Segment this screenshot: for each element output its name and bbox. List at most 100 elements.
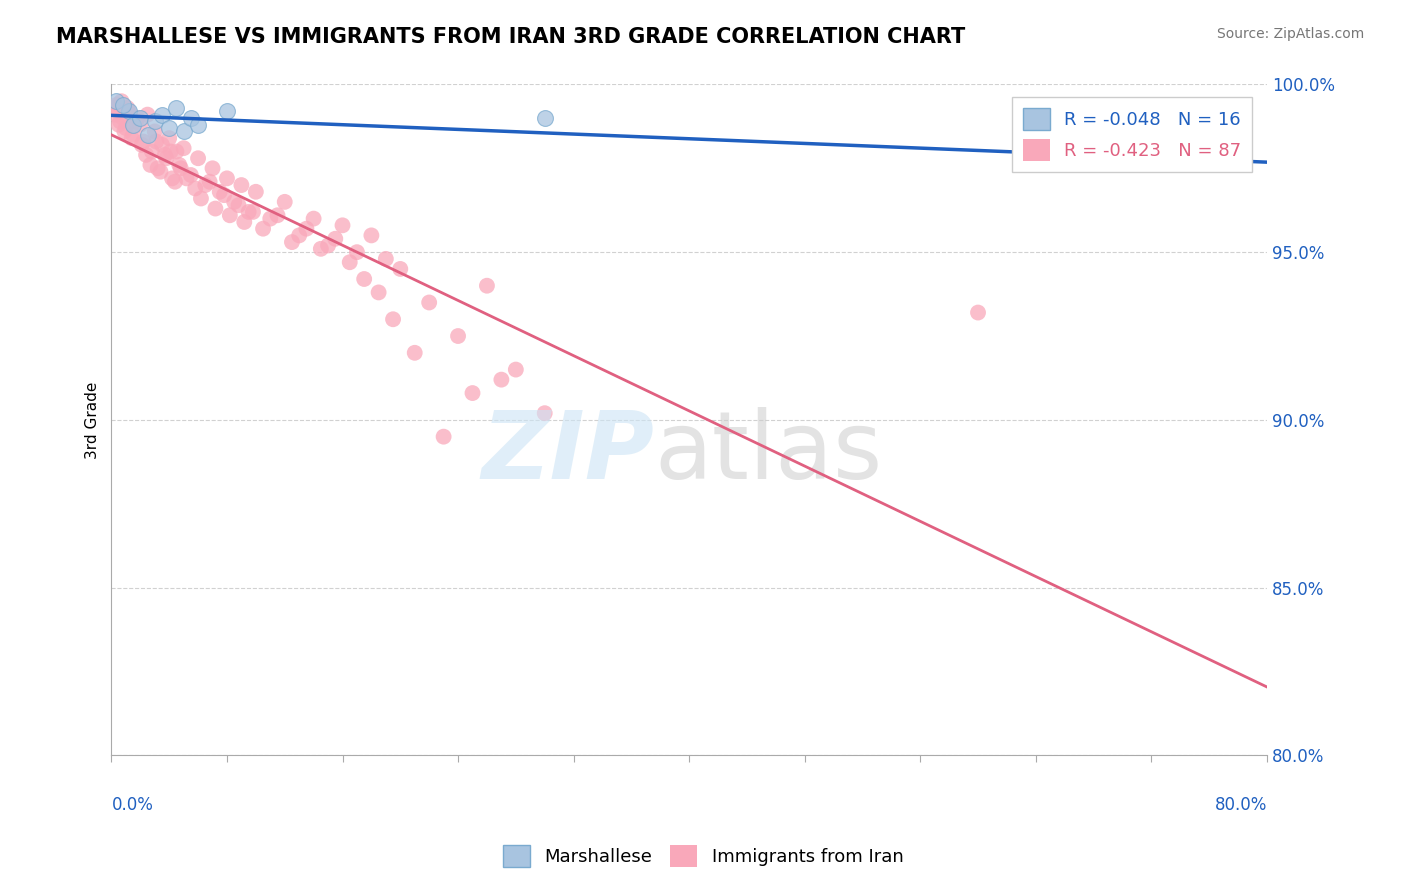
Point [339,255,361,269]
Point [309,242,332,256]
Point [150,108,173,122]
Y-axis label: 3rd Grade: 3rd Grade [86,381,100,458]
Point [112,124,135,138]
Point [215,171,238,186]
Point [190,192,212,206]
Point [170,161,193,176]
Point [111,111,134,125]
Point [165,145,187,159]
Point [505,362,527,376]
Point [259,211,281,226]
Point [967,305,990,319]
Point [360,228,382,243]
Point [184,181,207,195]
Point [110,94,132,108]
Point [274,194,297,209]
Point [103,101,125,115]
Point [135,148,157,162]
Point [187,118,209,132]
Point [389,262,412,277]
Point [163,175,186,189]
Point [242,205,264,219]
Point [105,97,128,112]
Point [245,185,267,199]
Point [143,124,166,138]
Point [491,373,513,387]
Point [115,121,138,136]
Point [461,386,484,401]
Point [295,221,318,235]
Point [194,178,217,192]
Point [176,171,198,186]
Point [104,94,127,108]
Point [533,406,555,420]
Point [233,215,256,229]
Point [150,137,173,152]
Legend: R = -0.048   N = 16, R = -0.423   N = 87: R = -0.048 N = 16, R = -0.423 N = 87 [1012,97,1253,171]
Point [141,145,163,159]
Point [201,161,224,176]
Point [353,272,375,286]
Text: 80.0%: 80.0% [1215,796,1267,814]
Point [288,228,311,243]
Point [121,131,143,145]
Point [122,128,145,142]
Point [136,128,159,142]
Point [132,135,155,149]
Point [157,131,180,145]
Point [157,121,180,136]
Point [117,101,139,115]
Point [374,252,396,266]
Point [104,108,127,122]
Point [231,178,253,192]
Point [204,202,226,216]
Point [111,97,134,112]
Text: MARSHALLESE VS IMMIGRANTS FROM IRAN 3RD GRADE CORRELATION CHART: MARSHALLESE VS IMMIGRANTS FROM IRAN 3RD … [56,27,966,46]
Text: atlas: atlas [654,408,883,500]
Point [118,104,141,119]
Point [159,145,181,159]
Point [153,148,176,162]
Text: ZIP: ZIP [482,408,654,500]
Point [173,124,195,138]
Point [143,114,166,128]
Point [1010,151,1032,165]
Point [129,111,152,125]
Point [107,118,129,132]
Point [316,238,339,252]
Point [180,168,202,182]
Point [218,208,240,222]
Point [228,198,250,212]
Point [332,219,354,233]
Point [346,245,368,260]
Point [122,118,145,132]
Point [173,141,195,155]
Legend: Marshallese, Immigrants from Iran: Marshallese, Immigrants from Iran [495,838,911,874]
Point [404,346,426,360]
Point [266,208,288,222]
Point [139,158,162,172]
Point [118,104,141,119]
Point [224,194,246,209]
Point [129,118,152,132]
Point [136,108,159,122]
Point [533,111,555,125]
Point [169,158,191,172]
Point [323,232,346,246]
Point [131,137,153,152]
Point [160,171,183,186]
Point [108,114,131,128]
Point [180,111,202,125]
Text: Source: ZipAtlas.com: Source: ZipAtlas.com [1216,27,1364,41]
Point [418,295,440,310]
Point [433,430,456,444]
Point [302,211,325,226]
Point [187,151,209,165]
Point [367,285,389,300]
Point [212,188,235,202]
Point [155,151,177,165]
Point [238,205,260,219]
Point [145,135,167,149]
Point [127,111,149,125]
Point [215,104,238,119]
